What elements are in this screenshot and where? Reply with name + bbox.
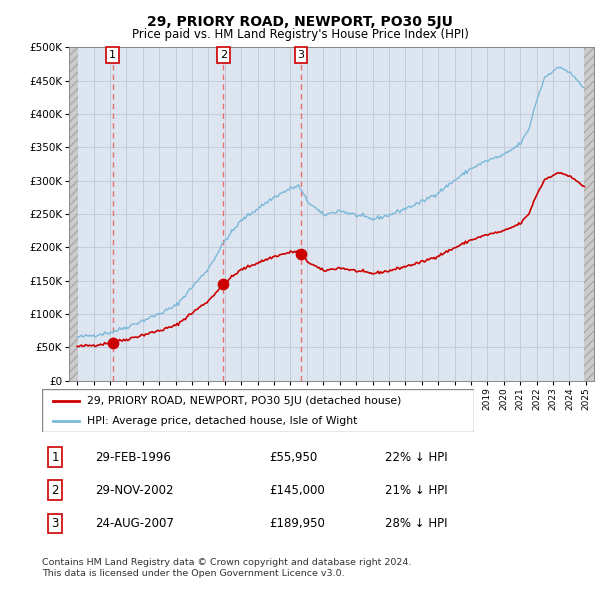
Text: 2: 2 xyxy=(52,484,59,497)
Text: 3: 3 xyxy=(298,50,304,60)
Point xyxy=(218,279,228,289)
Text: 1: 1 xyxy=(52,451,59,464)
Text: 2: 2 xyxy=(220,50,227,60)
FancyBboxPatch shape xyxy=(42,389,474,432)
Text: HPI: Average price, detached house, Isle of Wight: HPI: Average price, detached house, Isle… xyxy=(88,417,358,426)
Text: 22% ↓ HPI: 22% ↓ HPI xyxy=(385,451,448,464)
Text: 28% ↓ HPI: 28% ↓ HPI xyxy=(385,517,448,530)
Text: 29, PRIORY ROAD, NEWPORT, PO30 5JU (detached house): 29, PRIORY ROAD, NEWPORT, PO30 5JU (deta… xyxy=(88,396,402,407)
Text: 24-AUG-2007: 24-AUG-2007 xyxy=(95,517,173,530)
Text: 29, PRIORY ROAD, NEWPORT, PO30 5JU: 29, PRIORY ROAD, NEWPORT, PO30 5JU xyxy=(147,15,453,29)
Text: £189,950: £189,950 xyxy=(269,517,325,530)
Point xyxy=(296,249,306,258)
Text: 3: 3 xyxy=(52,517,59,530)
Text: £55,950: £55,950 xyxy=(269,451,317,464)
Text: Price paid vs. HM Land Registry's House Price Index (HPI): Price paid vs. HM Land Registry's House … xyxy=(131,28,469,41)
Bar xyxy=(69,47,78,381)
Text: 21% ↓ HPI: 21% ↓ HPI xyxy=(385,484,448,497)
Text: Contains HM Land Registry data © Crown copyright and database right 2024.
This d: Contains HM Land Registry data © Crown c… xyxy=(42,558,412,578)
Text: £145,000: £145,000 xyxy=(269,484,325,497)
Text: 1: 1 xyxy=(109,50,116,60)
Point xyxy=(108,339,118,348)
Bar xyxy=(584,47,595,381)
Text: 29-FEB-1996: 29-FEB-1996 xyxy=(95,451,170,464)
Text: 29-NOV-2002: 29-NOV-2002 xyxy=(95,484,173,497)
